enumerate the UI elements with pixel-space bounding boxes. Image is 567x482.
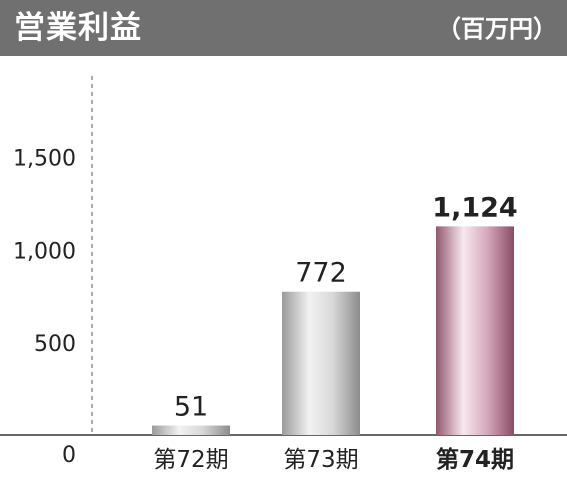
bar: [152, 425, 230, 435]
y-tick-label: 0: [62, 443, 76, 468]
data-label: 1,124: [432, 192, 517, 223]
y-tick-label: 1,000: [13, 239, 76, 264]
chart-title: 営業利益: [14, 10, 142, 46]
data-label: 772: [295, 258, 347, 289]
data-label: 51: [174, 392, 208, 423]
x-tick-label: 第72期: [153, 447, 228, 473]
bar: [282, 291, 360, 435]
chart-header: 営業利益 （百万円）: [0, 0, 567, 56]
bar-chart: 0 500 1,000 1,500 51 第72期 772 第73期 1,124 第74期: [0, 76, 567, 473]
bar: [436, 226, 514, 435]
x-tick-label: 第74期: [436, 446, 514, 473]
unit-label: （百万円）: [437, 15, 557, 43]
x-tick-label: 第73期: [283, 447, 358, 473]
y-tick-label: 500: [34, 332, 76, 357]
y-tick-label: 1,500: [13, 147, 76, 172]
